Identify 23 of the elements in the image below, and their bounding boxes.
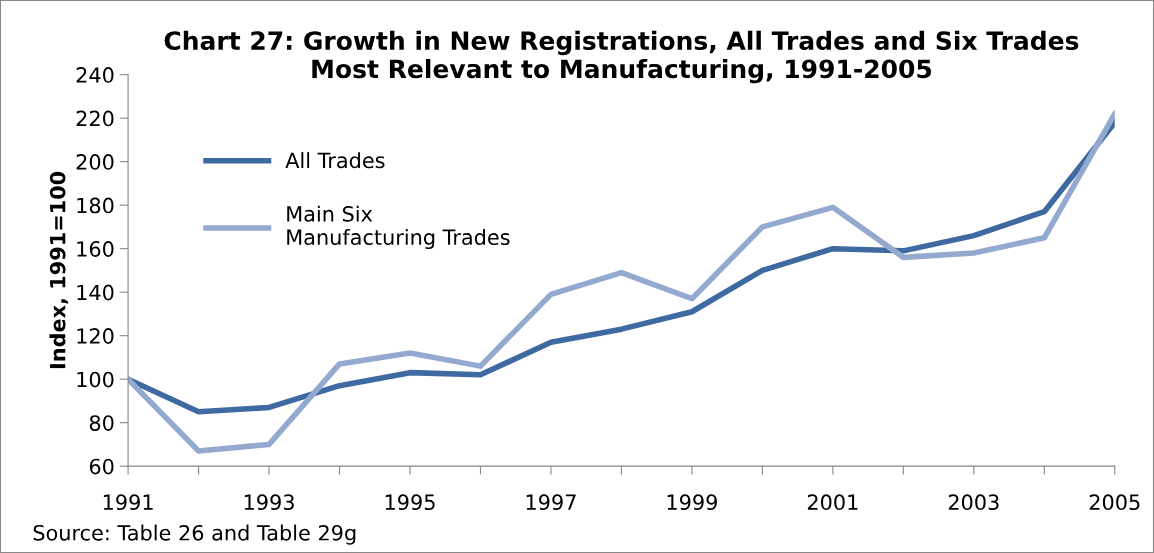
x-tick-label: 2001 [807, 494, 858, 511]
y-tick-label: 240 [76, 67, 114, 83]
x-tick-label: 1993 [244, 494, 294, 511]
chart-title: Chart 27: Growth in New Registrations, All Trades and Six Trades Most Relevant to Manufacturing, 1991-2005 [164, 30, 1079, 84]
x-tick-label: 2003 [948, 494, 999, 511]
y-tick-label: 100 [77, 371, 114, 388]
x-tick-label: 2005 [1089, 494, 1140, 511]
legend-label: Main Six Manufacturing Trades [287, 205, 510, 250]
x-tick-label: 1999 [667, 494, 717, 511]
y-tick-label: 180 [77, 197, 114, 214]
source-note: Source: Table 26 and Table 29g [33, 524, 356, 545]
y-tick-label: 140 [77, 284, 114, 301]
y-tick-label: 60 [89, 458, 114, 475]
x-tick-label: 1997 [526, 494, 576, 511]
y-axis-title: Index, 1991=100 [49, 171, 69, 369]
y-tick-label: 80 [89, 415, 114, 431]
x-tick-label: 1991 [103, 494, 153, 511]
legend-label: All Trades [285, 152, 385, 169]
y-tick-label: 160 [77, 241, 114, 257]
y-tick-label: 220 [76, 110, 114, 127]
y-tick-label: 120 [77, 328, 114, 344]
y-tick-label: 200 [76, 154, 114, 170]
x-tick-label: 1995 [385, 494, 435, 511]
